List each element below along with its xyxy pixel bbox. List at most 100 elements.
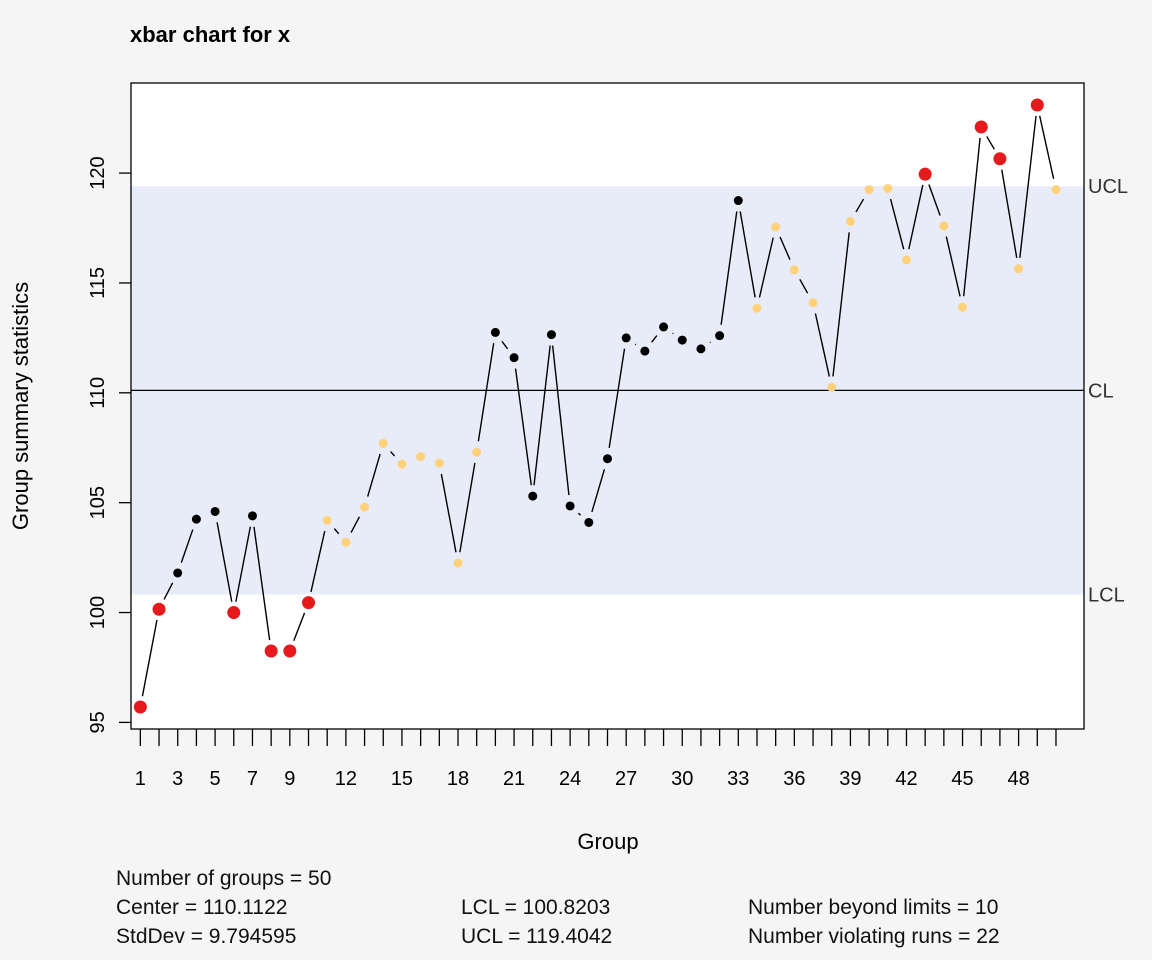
data-point-37 [808,298,818,308]
data-line-segment [1038,115,1055,179]
data-point-45 [958,302,968,312]
data-point-7 [247,511,257,521]
data-point-12 [341,537,351,547]
data-line-segment [293,612,306,641]
data-line-segment [577,512,582,516]
data-point-46 [974,120,988,134]
data-point-31 [696,344,706,354]
data-line-segment [651,335,658,343]
data-point-4 [191,514,201,524]
data-line-segment [501,340,509,350]
data-point-10 [302,596,316,610]
data-line-segment [591,469,606,513]
data-point-49 [1030,98,1044,112]
data-line-segment [163,582,174,600]
x-tick-label: 24 [559,768,581,790]
data-line-segment [477,343,495,442]
data-line-segment [832,232,850,377]
ucl-label: UCL [1088,176,1128,198]
data-point-34 [752,303,762,313]
data-line-segment [141,619,158,697]
y-tick-label: 110 [87,377,109,409]
x-tick-label: 45 [951,768,973,790]
data-line-segment [390,451,396,457]
data-point-39 [845,216,855,226]
data-line-segment [634,343,637,346]
data-point-40 [864,185,874,195]
data-point-8 [264,644,278,658]
data-point-22 [528,491,538,501]
x-tick-label: 30 [671,768,693,790]
data-point-20 [490,327,500,337]
x-tick-label: 33 [727,768,749,790]
x-axis-label: Group [577,829,638,854]
data-point-18 [453,558,463,568]
data-point-16 [416,452,426,462]
y-tick-label: 100 [87,596,109,629]
data-line-segment [459,462,476,553]
data-point-9 [283,644,297,658]
data-line-segment [945,236,961,297]
data-line-segment [758,237,774,298]
data-line-segment [908,184,924,250]
data-line-segment [1019,115,1037,258]
data-point-36 [789,265,799,275]
chart-title: xbar chart for x [130,22,291,47]
data-line-segment [367,453,381,497]
data-point-15 [397,459,407,469]
x-tick-label: 42 [895,768,917,790]
data-line-segment [551,345,570,496]
data-line-segment [709,341,712,344]
data-point-41 [883,183,893,193]
data-point-38 [827,382,837,392]
data-line-segment [889,198,905,250]
data-point-27 [621,333,631,343]
data-point-17 [434,458,444,468]
data-line-segment [514,368,532,486]
x-tick-label: 7 [247,768,258,790]
data-point-33 [733,196,743,206]
data-line-segment [799,278,809,294]
x-tick-label: 12 [335,768,357,790]
data-point-30 [677,335,687,345]
data-point-43 [918,167,932,181]
x-tick-label: 18 [447,768,469,790]
data-point-48 [1014,264,1024,274]
data-point-3 [173,568,183,578]
data-point-24 [565,501,575,511]
y-axis-label: Group summary statistics [8,282,33,530]
x-tick-label: 1 [135,768,146,790]
x-tick-label: 15 [391,768,413,790]
data-line-segment [440,473,457,553]
data-line-segment [333,528,340,535]
data-line-segment [814,313,831,377]
data-point-29 [659,322,669,332]
data-line-segment [855,198,865,213]
x-tick-label: 21 [503,768,525,790]
data-line-segment [216,522,233,602]
data-line-segment [779,236,791,260]
lcl-label: LCL [1088,585,1125,607]
data-point-6 [227,606,241,620]
y-tick-label: 105 [87,486,109,519]
data-line-segment [533,345,551,486]
x-tick-label: 5 [210,768,221,790]
plot-area: UCL CL LCL 95 100 105 110 115 120 1 3 5 7 9 12 15 18 21 24… [87,82,1128,790]
data-point-2 [152,602,166,616]
data-line-segment [253,526,271,641]
y-tick-label: 95 [87,711,109,733]
data-line-segment [1001,169,1018,258]
x-tick-label: 36 [783,768,805,790]
y-tick-label: 120 [87,156,109,189]
x-tick-label: 9 [284,768,295,790]
data-point-32 [715,331,725,341]
data-line-segment [672,332,674,335]
data-point-14 [378,438,388,448]
data-line-segment [720,211,738,325]
data-point-19 [472,447,482,457]
cl-label: CL [1088,380,1114,402]
data-point-47 [993,152,1007,166]
x-tick-label: 39 [839,768,861,790]
x-tick-label: 27 [615,768,637,790]
